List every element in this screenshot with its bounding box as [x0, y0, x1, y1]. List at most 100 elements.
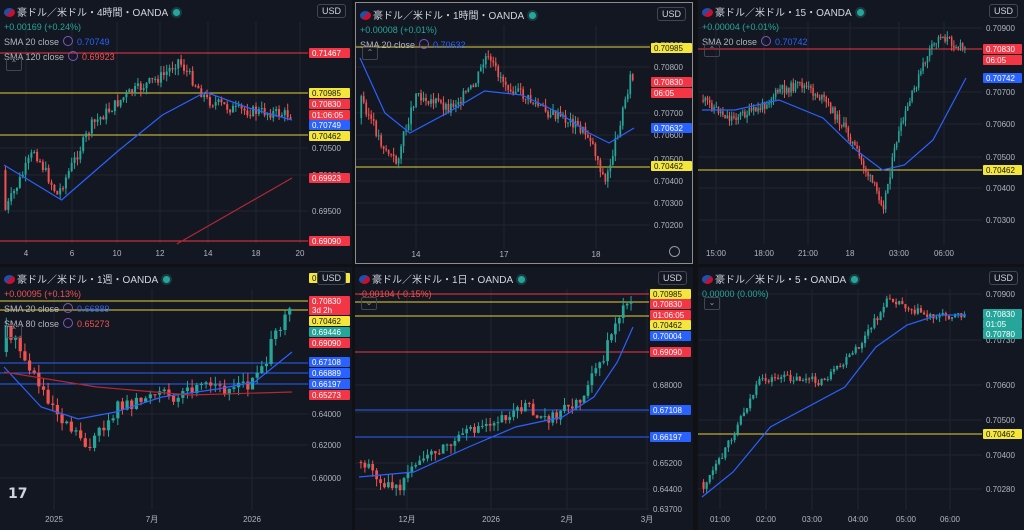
- currency-button[interactable]: USD: [656, 7, 686, 21]
- candle-body: [961, 42, 964, 49]
- chart-panel-p4[interactable]: 0.640000.620000.6000020257月20260.709850.…: [0, 267, 352, 530]
- indicator-legend[interactable]: SMA 120 close 0.69923: [4, 51, 180, 62]
- collapse-legend-button[interactable]: ⌃: [6, 325, 22, 338]
- collapse-legend-button[interactable]: ⌃: [704, 44, 720, 57]
- chart-panel-p6[interactable]: 0.70900 0.70730 0.70600 0.70500 0.70400 0.702…: [698, 267, 1024, 530]
- symbol-title[interactable]: 豪ドル／米ドル・15・OANDA: [715, 8, 852, 19]
- candle-body: [811, 376, 814, 379]
- collapse-legend-button[interactable]: ⌄: [361, 297, 377, 310]
- candle-body: [597, 156, 599, 161]
- chart-canvas[interactable]: 0.640000.620000.6000020257月20260.709850.…: [0, 267, 352, 530]
- candle-body: [629, 302, 633, 304]
- time-axis-label: 03:00: [802, 515, 823, 524]
- indicator-settings-icon[interactable]: [63, 303, 74, 313]
- indicator-legend[interactable]: SMA 20 close 0.70632: [360, 39, 536, 50]
- currency-button[interactable]: USD: [988, 271, 1018, 285]
- chart-panel-p3[interactable]: 0.70900 0.70700 0.70600 0.70500 0.70400 0.703…: [698, 0, 1024, 264]
- candle-body: [13, 191, 16, 194]
- collapse-legend-button[interactable]: ⌃: [6, 58, 22, 71]
- indicator-settings-icon[interactable]: [68, 51, 79, 61]
- chart-panel-p5[interactable]: 0.680000.668000.652000.644000.6370012月20…: [355, 267, 693, 530]
- price-axis-label: 0.63700: [653, 505, 682, 514]
- symbol-title[interactable]: 豪ドル／米ドル・4時間・OANDA: [17, 8, 169, 19]
- candle-body: [935, 317, 938, 319]
- candle-body: [814, 376, 817, 383]
- indicator-settings-icon[interactable]: [63, 318, 74, 328]
- indicator-legend[interactable]: SMA 20 close 0.70749: [4, 36, 180, 47]
- currency-button[interactable]: USD: [316, 271, 346, 285]
- candle-body: [570, 406, 574, 409]
- symbol-title[interactable]: 豪ドル／米ドル・5・OANDA: [715, 275, 847, 286]
- symbol-title[interactable]: 豪ドル／米ドル・1時間・OANDA: [373, 11, 525, 22]
- svg-text:0.67108: 0.67108: [312, 358, 341, 367]
- chart-canvas[interactable]: 0.680000.668000.652000.644000.6370012月20…: [355, 267, 693, 530]
- indicator-settings-icon[interactable]: [63, 36, 74, 46]
- svg-text:0.66197: 0.66197: [653, 433, 682, 442]
- candle-body: [430, 99, 432, 104]
- candle-body: [437, 453, 441, 455]
- svg-text:0.66197: 0.66197: [312, 380, 341, 389]
- candle-body: [767, 380, 770, 382]
- candle-body: [249, 115, 252, 117]
- chart-panel-p2[interactable]: 0.709000.708000.707000.706000.705000.704…: [355, 2, 693, 264]
- price-tag: 0.69090: [650, 347, 691, 357]
- candle-body: [289, 117, 292, 119]
- indicator-legend[interactable]: SMA 80 close 0.65273: [4, 318, 170, 329]
- candle-body: [744, 111, 746, 118]
- chart-canvas[interactable]: 0.70900 0.70700 0.70600 0.70500 0.70400 0.703…: [698, 0, 1024, 264]
- price-tag: 0.67108: [650, 405, 691, 415]
- candle-body: [832, 107, 834, 113]
- candle-body: [386, 482, 390, 488]
- tradingview-logo[interactable]: 17: [8, 486, 28, 502]
- candle-body: [56, 191, 59, 195]
- price-axis-label: 0.70300: [986, 216, 1015, 225]
- price-axis-label: 0.65200: [653, 459, 682, 468]
- candle-body: [418, 460, 422, 465]
- candle-body: [825, 97, 828, 103]
- candle-body: [601, 172, 604, 174]
- candle-body: [464, 90, 467, 92]
- candle-body: [808, 378, 811, 380]
- candle-body: [23, 351, 27, 361]
- symbol-title[interactable]: 豪ドル／米ドル・1日・OANDA: [372, 275, 514, 286]
- currency-button[interactable]: USD: [657, 271, 687, 285]
- currency-button[interactable]: USD: [988, 4, 1018, 18]
- candle-body: [902, 120, 905, 123]
- candle-body: [915, 87, 918, 89]
- collapse-legend-button[interactable]: ⌄: [704, 297, 720, 310]
- chart-canvas[interactable]: 0.70900 0.70730 0.70600 0.70500 0.70400 0.702…: [698, 267, 1024, 530]
- chart-canvas[interactable]: 0.709000.708000.707000.706000.705000.704…: [356, 3, 693, 264]
- candle-body: [862, 160, 865, 169]
- candle-body: [780, 377, 783, 379]
- symbol-title[interactable]: 豪ドル／米ドル・1週・OANDA: [17, 275, 159, 286]
- indicator-legend[interactable]: SMA 20 close 0.66889: [4, 303, 170, 314]
- candle-body: [942, 36, 944, 39]
- candle-body: [629, 74, 632, 95]
- candle-body: [817, 382, 820, 386]
- candle-body: [477, 71, 480, 84]
- chart-settings-icon[interactable]: [669, 246, 680, 257]
- chart-panel-p1[interactable]: 0.705000.700000.695004610121418200.71467…: [0, 0, 352, 264]
- indicator-settings-icon[interactable]: [419, 39, 430, 49]
- svg-text:0.69090: 0.69090: [312, 339, 341, 348]
- candle-body: [842, 364, 845, 367]
- indicator-settings-icon[interactable]: [761, 36, 772, 46]
- price-tag: 0.66889: [309, 368, 350, 378]
- candle-body: [154, 78, 157, 80]
- chart-canvas[interactable]: 0.705000.700000.695004610121418200.71467…: [0, 0, 352, 264]
- candle-body: [577, 120, 579, 125]
- candle-body: [854, 347, 857, 353]
- candle-body: [948, 37, 951, 39]
- candle-body: [487, 56, 490, 58]
- candle-body: [92, 435, 97, 448]
- currency-button[interactable]: USD: [316, 4, 346, 18]
- sma-20-line: [358, 326, 634, 478]
- candle-body: [916, 308, 919, 314]
- collapse-legend-button[interactable]: ⌃: [362, 47, 378, 60]
- candle-body: [414, 464, 418, 467]
- indicator-legend[interactable]: SMA 20 close 0.70742: [702, 36, 864, 47]
- price-axis-label: 0.70300: [654, 199, 683, 208]
- candle-body: [836, 114, 839, 120]
- candle-body: [957, 313, 960, 315]
- candle-body: [250, 377, 255, 390]
